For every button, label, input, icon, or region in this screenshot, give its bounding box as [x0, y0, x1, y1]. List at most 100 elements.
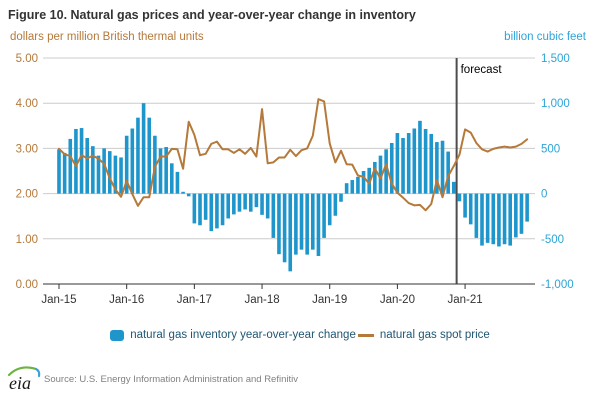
inventory-bar [311, 193, 315, 250]
inventory-bar [243, 193, 247, 210]
inventory-bar [497, 193, 501, 247]
inventory-bar [446, 151, 450, 194]
inventory-bar [395, 133, 400, 194]
inventory-bar [378, 155, 383, 194]
inventory-bar [367, 167, 371, 194]
inventory-bar [344, 183, 349, 194]
inventory-bar [232, 193, 236, 215]
inventory-bar [418, 120, 422, 194]
inventory-bar-swatch-icon [110, 329, 125, 341]
inventory-bar [107, 151, 112, 194]
inventory-bar [468, 193, 473, 225]
inventory-bar [57, 149, 61, 194]
inventory-bar [74, 128, 78, 194]
inventory-bar [435, 142, 439, 194]
inventory-bar [237, 193, 242, 212]
inventory-bar [248, 193, 253, 212]
inventory-bar [85, 138, 89, 194]
inventory-bar [502, 193, 507, 245]
x-tick-label: Jan-17 [177, 294, 212, 306]
inventory-bar [215, 193, 219, 229]
inventory-bar [339, 193, 343, 202]
inventory-bar [113, 155, 118, 194]
inventory-bar [271, 193, 276, 238]
inventory-bar [164, 147, 168, 194]
right-axis-tick-label: 0 [541, 189, 547, 201]
inventory-bar [124, 135, 129, 194]
inventory-bar [282, 193, 287, 263]
inventory-bar [463, 193, 467, 218]
forecast-label: forecast [461, 64, 503, 76]
x-tick-label: Jan-16 [109, 294, 144, 306]
inventory-bar [429, 133, 434, 194]
inventory-bar [525, 193, 529, 222]
right-axis-tick-label: -1,000 [541, 279, 574, 291]
inventory-bar [480, 193, 484, 246]
inventory-bar [440, 140, 445, 194]
inventory-bar [288, 193, 293, 272]
eia-logo-green-swoosh [7, 366, 38, 377]
inventory-bar [316, 193, 321, 256]
inventory-bar [119, 157, 123, 194]
legend-spot-price-label: natural gas spot price [379, 329, 490, 341]
inventory-bar [519, 193, 524, 234]
inventory-bar [136, 117, 140, 194]
x-tick-label: Jan-15 [41, 294, 76, 306]
inventory-bar [514, 193, 518, 238]
right-axis-tick-label: -500 [541, 234, 564, 246]
inventory-bar [457, 193, 462, 202]
inventory-bar [170, 163, 174, 194]
x-tick-label: Jan-20 [380, 294, 415, 306]
inventory-bar [175, 171, 180, 194]
legend-inventory-label: natural gas inventory year-over-year cha… [130, 329, 356, 341]
left-axis-tick-label: 1.00 [16, 234, 38, 246]
source-text: Source: U.S. Energy Information Administ… [44, 374, 298, 385]
inventory-bar [91, 146, 95, 194]
inventory-bar [508, 193, 512, 246]
inventory-bar [203, 193, 208, 220]
inventory-bar [209, 193, 214, 232]
inventory-bar [361, 171, 366, 194]
right-axis-unit-label: billion cubic feet [504, 31, 586, 43]
inventory-bar [62, 152, 67, 194]
inventory-bar [254, 193, 259, 208]
inventory-bar [198, 193, 202, 226]
inventory-bar [389, 142, 394, 194]
inventory-bar [373, 161, 377, 194]
left-axis-tick-label: 4.00 [16, 98, 38, 110]
inventory-bar [491, 193, 496, 245]
right-axis-tick-label: 1,500 [541, 53, 570, 65]
footer: eia Source: U.S. Energy Information Admi… [0, 360, 600, 400]
spot-price-line-swatch-icon [357, 333, 374, 337]
eia-logo: eia [7, 366, 41, 393]
inventory-bar [79, 128, 84, 194]
inventory-bar [485, 193, 490, 243]
inventory-bar [130, 128, 135, 194]
inventory-bar [452, 181, 456, 194]
inventory-bar [181, 191, 185, 194]
inventory-bar [158, 148, 163, 194]
figure-title: Figure 10. Natural gas prices and year-o… [8, 8, 416, 22]
eia-logo-blue-swoosh [34, 367, 41, 378]
inventory-bar [356, 176, 360, 194]
inventory-bar [147, 117, 152, 194]
inventory-bar [350, 180, 355, 194]
inventory-bar [423, 128, 428, 194]
inventory-bar [474, 193, 479, 238]
inventory-bar [192, 193, 197, 224]
right-axis-tick-label: 500 [541, 143, 560, 155]
left-axis-unit-label: dollars per million British thermal unit… [10, 31, 204, 43]
x-tick-label: Jan-18 [244, 294, 279, 306]
right-axis-tick-label: 1,000 [541, 98, 570, 110]
inventory-bar [68, 138, 73, 194]
inventory-bar [277, 193, 281, 255]
inventory-bar [102, 148, 106, 194]
eia-logo-text: eia [9, 373, 31, 393]
inventory-bar [141, 103, 146, 194]
inventory-bar [305, 193, 309, 255]
inventory-bar [294, 193, 298, 255]
legend: natural gas inventory year-over-year cha… [0, 329, 600, 341]
inventory-bar [401, 138, 405, 194]
left-axis-tick-label: 5.00 [16, 53, 38, 65]
inventory-bar [186, 193, 191, 197]
